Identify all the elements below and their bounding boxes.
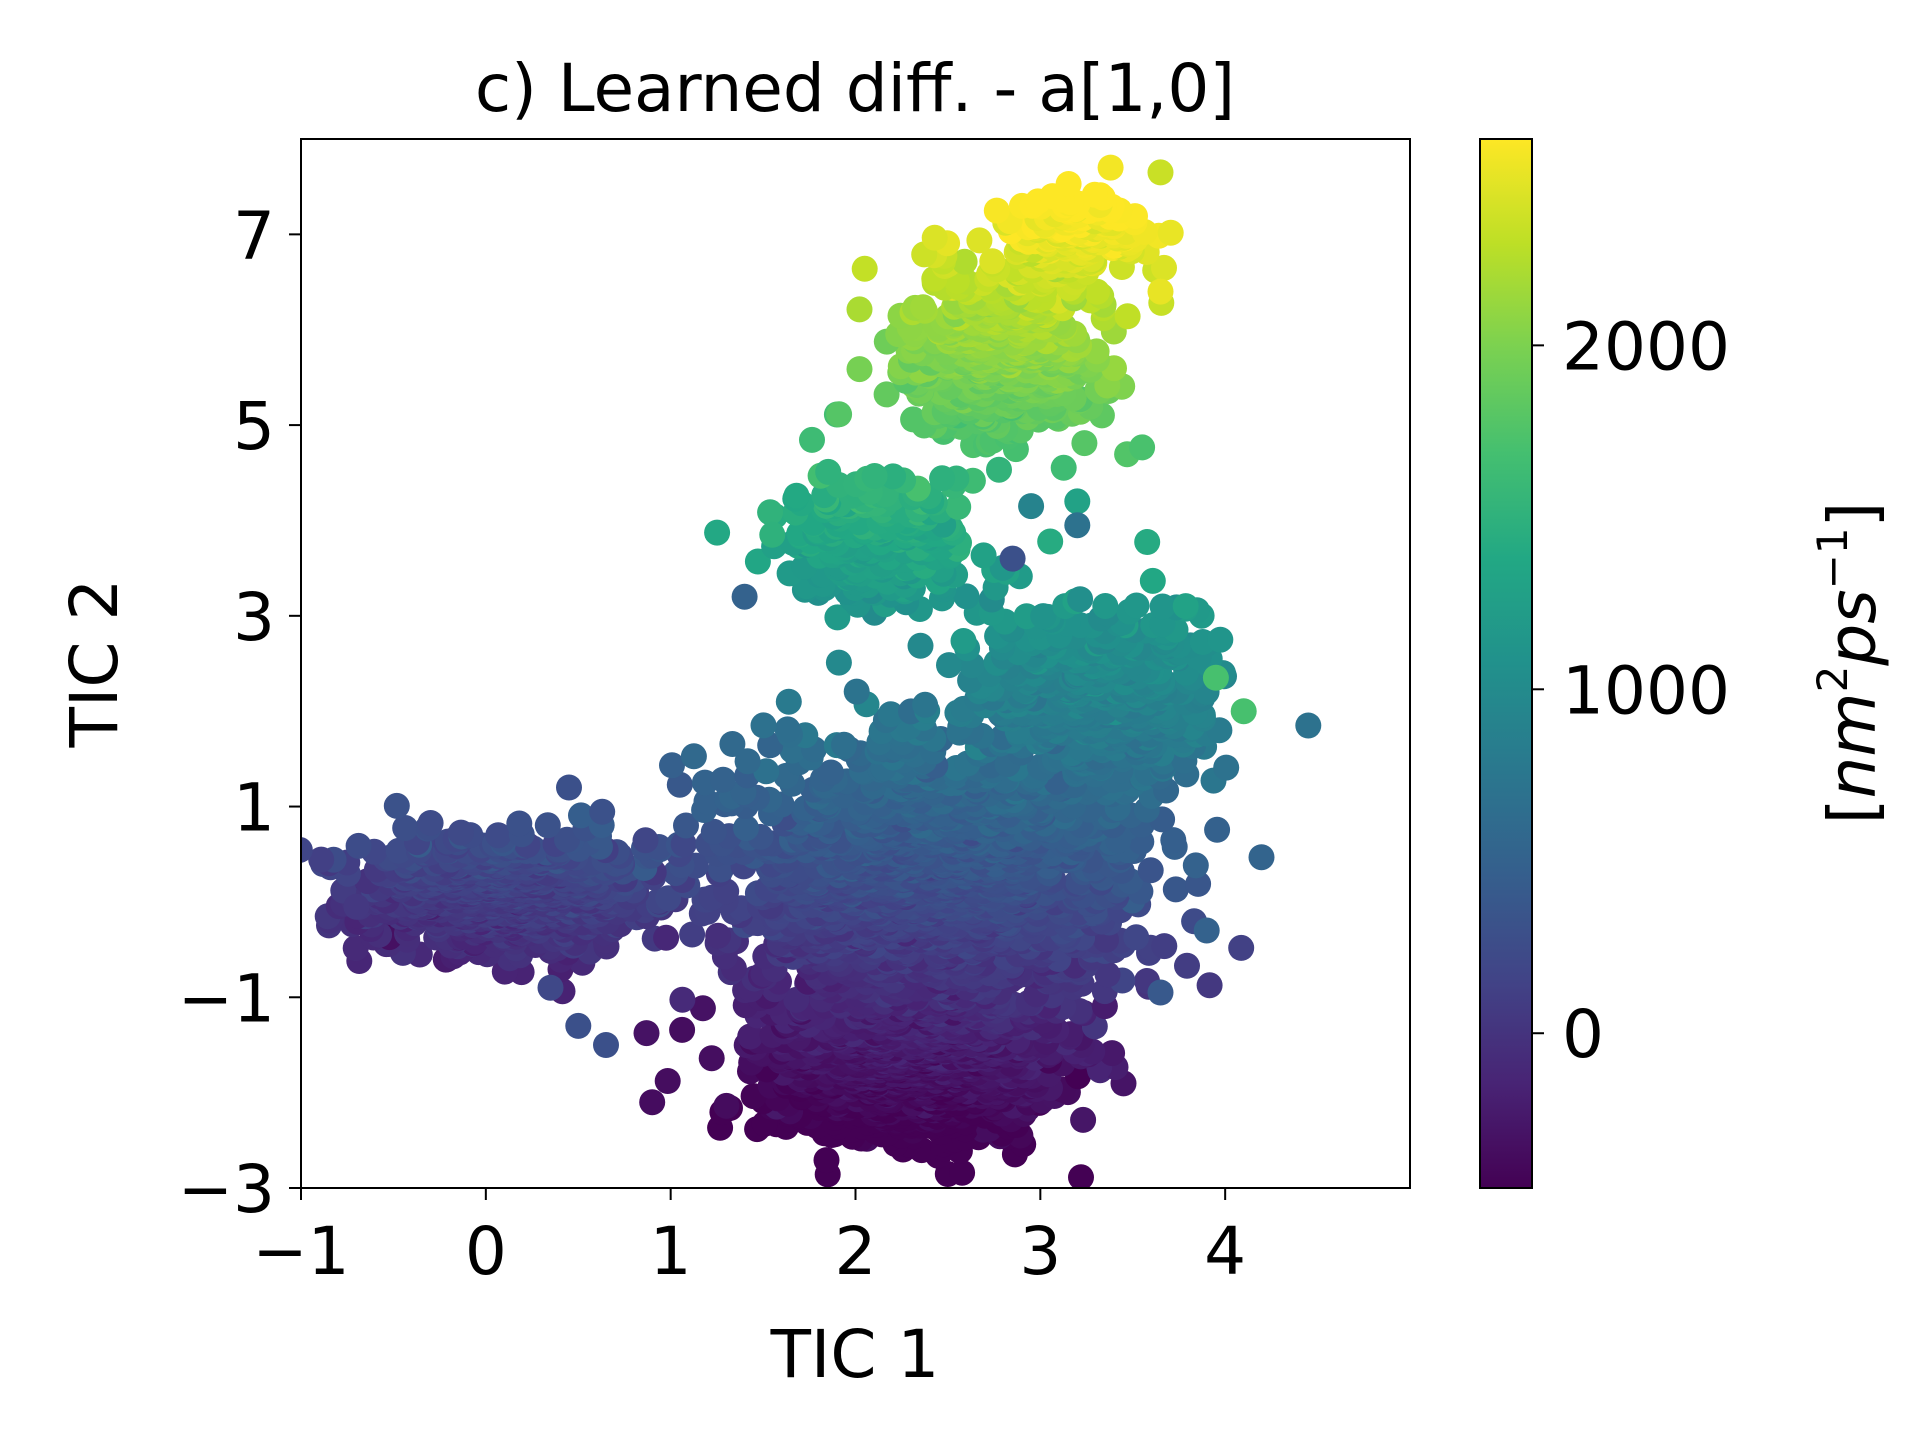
data-point [1094,961,1121,988]
data-point [1067,586,1094,613]
data-point [1123,924,1150,951]
data-point [1037,528,1064,555]
data-point [1213,754,1240,781]
data-point [970,542,997,569]
data-point [1151,933,1178,960]
data-point [825,649,852,676]
data-point [929,465,956,492]
data-point [653,924,680,951]
data-point [945,493,972,520]
data-point [861,463,888,489]
data-point [1248,844,1275,871]
data-point [949,1159,976,1186]
data-point [1129,434,1156,461]
data-point [826,401,853,428]
data-point [737,1023,764,1050]
data-point [1070,1106,1097,1133]
data-point [1050,454,1077,481]
data-point [813,1147,840,1174]
data-point [907,632,934,659]
data-point [912,691,939,718]
data-point [632,827,659,854]
data-point [1182,852,1209,879]
data-point [417,810,444,836]
data-point [986,456,1012,483]
data-point [1092,593,1119,619]
data-point [680,743,707,770]
data-point [950,628,977,654]
data-point [783,482,810,509]
data-point [1204,816,1231,843]
data-point [799,426,825,453]
data-point [506,810,533,837]
data-point [1139,567,1166,594]
data-point [689,995,716,1022]
data-point [713,1092,740,1119]
data-point [448,819,474,846]
data-point [698,1045,725,1072]
data-point [1149,593,1176,620]
data-point [1162,876,1189,903]
data-point [1174,952,1200,979]
data-point [1114,303,1141,330]
data-point [589,798,616,825]
data-point [719,731,746,757]
data-point [301,836,313,863]
data-point [1207,626,1234,653]
data-point [1068,1164,1094,1188]
data-point [534,812,561,839]
data-point [1123,592,1150,619]
data-point [654,1068,681,1094]
data-point [1134,529,1161,555]
data-point [669,1016,696,1043]
data-point [679,921,706,948]
data-point [1228,934,1255,961]
data-point [1071,430,1098,457]
data-point [704,519,731,546]
data-point [1099,1040,1126,1067]
data-point [1196,972,1223,999]
data-point [710,766,737,793]
data-point [831,731,857,758]
data-point [815,458,842,485]
chart-title: c) Learned diff. - a[1,0] [475,50,1235,127]
data-point [774,716,801,743]
scatter-points [301,154,1322,1188]
data-point [633,1020,660,1047]
data-point [1172,593,1199,620]
data-point [750,712,777,739]
data-point [345,832,372,859]
data-point [705,922,732,949]
data-point [383,792,410,819]
data-point [392,815,419,841]
data-point [757,499,784,526]
data-point [846,356,873,383]
data-point [775,688,802,715]
data-point [843,678,870,705]
data-point [669,986,696,1013]
